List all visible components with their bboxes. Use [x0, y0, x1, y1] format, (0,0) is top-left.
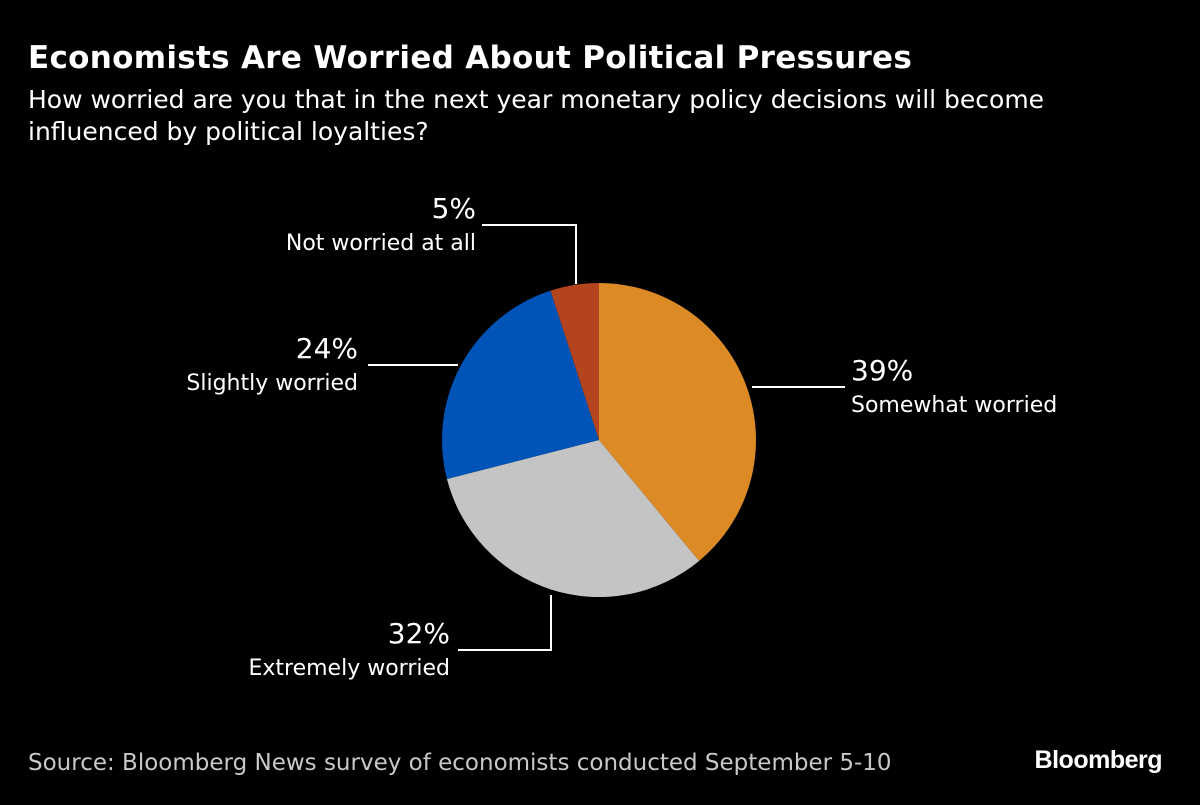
value-label-extremely-worried: 32% [388, 617, 450, 650]
pie-slice-not-worried-at-all [550, 283, 599, 440]
category-label-not-worried-at-all: Not worried at all [286, 231, 476, 256]
value-label-somewhat-worried: 39% [851, 354, 913, 387]
leader-line-extremely-worried [458, 595, 552, 651]
value-label-not-worried-at-all: 5% [432, 192, 476, 225]
pie-slice-somewhat-worried [599, 283, 756, 561]
category-label-extremely-worried: Extremely worried [248, 656, 450, 681]
pie-slice-slightly-worried [442, 290, 599, 480]
value-label-slightly-worried: 24% [296, 332, 358, 365]
category-label-slightly-worried: Slightly worried [186, 371, 358, 396]
source-note: Source: Bloomberg News survey of economi… [28, 750, 892, 776]
chart-subtitle: How worried are you that in the next yea… [28, 85, 1045, 146]
leader-line-not-worried-at-all [482, 224, 577, 284]
pie-slice-extremely-worried [446, 440, 700, 598]
category-label-somewhat-worried: Somewhat worried [851, 393, 1057, 418]
chart-title: Economists Are Worried About Political P… [28, 40, 913, 76]
bloomberg-logo: Bloomberg [1034, 746, 1163, 774]
